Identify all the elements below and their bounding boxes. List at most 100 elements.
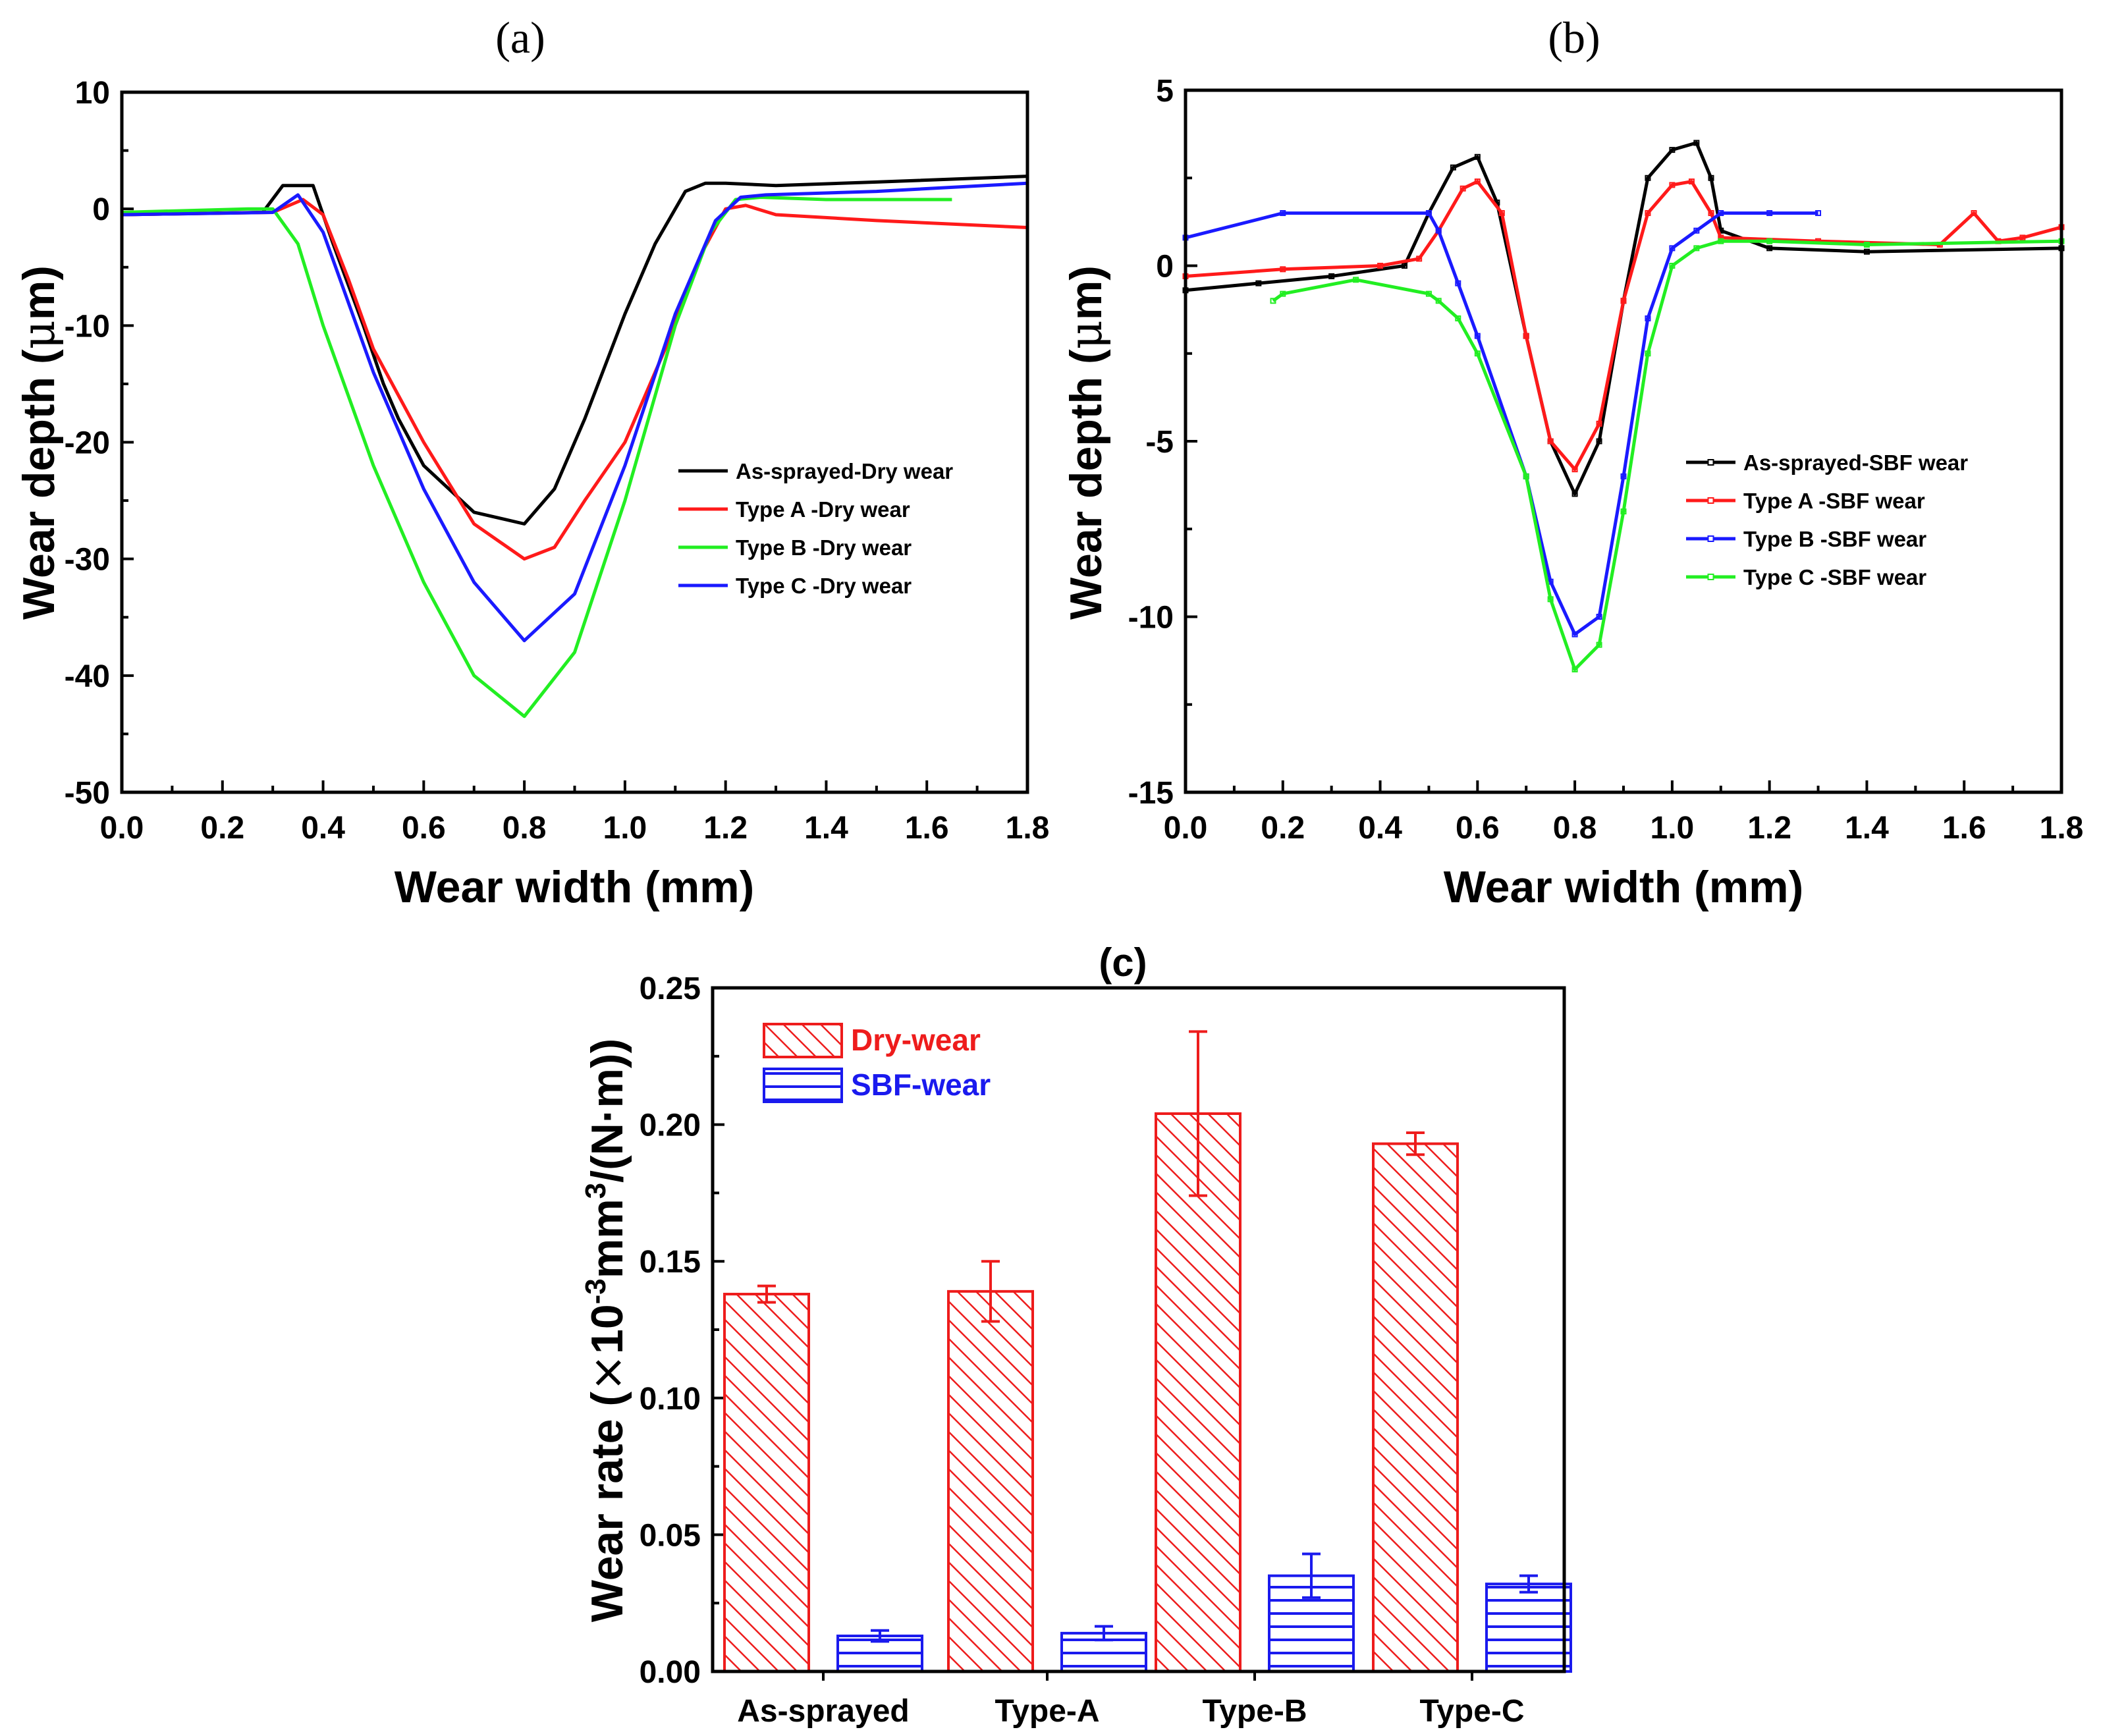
- panel-b-series-marker: [1474, 153, 1481, 160]
- panel-a-xtick-label: 0.0: [100, 811, 144, 846]
- legend-sbf-swatch: [763, 1068, 843, 1103]
- dry-wear-bar: [1155, 1112, 1242, 1673]
- panel-c-ytick-label: 0.15: [640, 1245, 701, 1280]
- panel-b: (b) 0.0 0.2 0.4 0.6 0.8 1.0 1.2 1.4 1.6 1.8 5 0 -5 -1…: [1060, 13, 2083, 912]
- panel-b-frame: [1184, 88, 2063, 794]
- panel-b-xtick-label: 1.6: [1942, 811, 1986, 846]
- sbf-wear-bar: [1485, 1583, 1572, 1673]
- panel-c-category-label: Type-C: [1419, 1694, 1524, 1729]
- panel-c-ylabel: Wear rate (×10-3mm3/(N·m)): [580, 1039, 634, 1622]
- panel-b-label: (b): [1548, 13, 1600, 63]
- panel-a-ytick-label: -10: [65, 309, 110, 344]
- panel-c-ytick-label: 0.05: [640, 1518, 701, 1553]
- panel-b-series-marker: [1596, 641, 1602, 648]
- panel-c-ytick-label: 0.00: [640, 1655, 701, 1690]
- panel-b-legend-label: Type C -SBF wear: [1743, 565, 1926, 589]
- panel-b-xtick-label: 0.4: [1358, 811, 1402, 846]
- panel-b-series-marker: [1571, 466, 1578, 473]
- panel-b-series-marker: [1708, 175, 1714, 181]
- panel-c-category-label: Type-B: [1202, 1694, 1307, 1729]
- panel-a-legend-label: As-sprayed-Dry wear: [736, 459, 953, 483]
- panel-a-ytick-label: -30: [65, 543, 110, 578]
- legend-sbf-label: SBF-wear: [851, 1068, 991, 1102]
- panel-c-ytick-label: 0.25: [640, 971, 701, 1006]
- panel-a-legend-label: Type C -Dry wear: [736, 574, 912, 598]
- panel-b-series-marker: [1435, 227, 1442, 234]
- panel-b-series-marker: [1596, 420, 1602, 427]
- panel-b-series-marker: [1474, 178, 1481, 185]
- panel-b-series-marker: [1669, 263, 1676, 269]
- panel-b-series-line: [1185, 211, 1818, 636]
- panel-b-xtick-label: 0.8: [1553, 811, 1597, 846]
- panel-a-xlabel: Wear width (mm): [395, 862, 755, 912]
- panel-b-series-marker: [1688, 178, 1695, 185]
- panel-b-series-marker: [1498, 210, 1505, 217]
- panel-b-series-marker: [1425, 290, 1432, 297]
- panel-b-series-marker: [1863, 248, 1870, 255]
- panel-b-series-line: [1185, 180, 2062, 472]
- panel-a-xtick-label: 0.8: [503, 811, 547, 846]
- panel-a-frame: [120, 90, 1029, 794]
- panel-b-series-marker: [1416, 256, 1423, 262]
- panel-b-series-marker: [1571, 491, 1578, 497]
- panel-b-series-marker: [1523, 473, 1529, 479]
- panel-b-legend-marker: [1707, 535, 1714, 542]
- panel-a: (a) 0.0 0.2 0.4 0.6 0.8 1.0 1.2 1.4 1.6 1.8 10 0 -10…: [13, 13, 1049, 912]
- panel-b-series-marker: [1474, 350, 1481, 357]
- panel-b-legend-marker: [1707, 459, 1714, 466]
- panel-a-xtick-label: 1.4: [804, 811, 848, 846]
- panel-b-series-marker: [1353, 277, 1359, 283]
- panel-b-xtick-label: 1.2: [1747, 811, 1791, 846]
- panel-b-series-marker: [1766, 238, 1773, 244]
- panel-a-legend-label: Type B -Dry wear: [736, 535, 912, 560]
- panel-a-plot: 0.0 0.2 0.4 0.6 0.8 1.0 1.2 1.4 1.6 1.8 10 0 -10 -20 -…: [65, 76, 1050, 846]
- panel-b-xtick-label: 1.0: [1651, 811, 1695, 846]
- panel-b-series-marker: [1693, 227, 1700, 234]
- panel-b-xtick-label: 0.6: [1456, 811, 1500, 846]
- panel-b-series-marker: [1645, 210, 1651, 217]
- panel-b-xtick-label: 1.4: [1845, 811, 1889, 846]
- panel-b-ytick-label: -5: [1145, 425, 1174, 460]
- panel-b-series-marker: [1620, 298, 1627, 304]
- panel-c-label: (c): [1099, 940, 1147, 985]
- panel-a-xtick-label: 1.2: [703, 811, 748, 846]
- panel-b-series-marker: [1455, 315, 1461, 321]
- panel-b-series-marker: [1547, 438, 1554, 445]
- panel-a-ytick-label: -50: [65, 776, 110, 811]
- panel-c-plot: 0.00 0.05 0.10 0.15 0.20 0.25 As-sprayed Type-A…: [640, 971, 1572, 1729]
- dry-wear-bar: [723, 1293, 810, 1673]
- legend-dry-swatch: [763, 1023, 843, 1058]
- panel-b-ytick-label: -10: [1128, 601, 1174, 636]
- panel-b-legend-label: As-sprayed-SBF wear: [1743, 450, 1968, 475]
- panel-b-series-marker: [1571, 666, 1578, 672]
- panel-b-series-marker: [1402, 263, 1407, 269]
- panel-a-ytick-label: 10: [75, 76, 110, 111]
- panel-a-series-line: [121, 198, 1028, 561]
- panel-a-xtick-label: 1.8: [1006, 811, 1050, 846]
- panel-a-series-line: [121, 175, 1028, 526]
- legend-dry-label: Dry-wear: [851, 1023, 981, 1057]
- panel-c-category-label: Type-A: [995, 1694, 1099, 1729]
- panel-b-legend: As-sprayed-SBF wear Type A -SBF wear Type …: [1686, 450, 1968, 589]
- panel-b-series-marker: [1596, 614, 1602, 620]
- panel-b-series-marker: [1815, 210, 1822, 217]
- panel-b-series-marker: [1255, 280, 1262, 286]
- panel-b-series-marker: [1971, 210, 1977, 217]
- panel-b-ylabel: Wear depth (μm): [1060, 265, 1112, 620]
- panel-b-series-marker: [1766, 245, 1773, 252]
- panel-c-ytick-label: 0.20: [640, 1108, 701, 1143]
- panel-b-series-marker: [1669, 147, 1676, 153]
- panel-b-series-marker: [1328, 273, 1335, 279]
- panel-b-legend-label: Type A -SBF wear: [1743, 489, 1925, 513]
- panel-b-ytick-label: -15: [1128, 776, 1174, 811]
- panel-b-series-line: [1185, 141, 2062, 496]
- panel-b-xtick-label: 0.2: [1261, 811, 1305, 846]
- panel-a-ytick-label: -40: [65, 659, 110, 694]
- panel-b-xtick-label: 1.8: [2040, 811, 2084, 846]
- panel-b-series-marker: [1718, 210, 1724, 217]
- panel-a-xtick-label: 0.6: [402, 811, 446, 846]
- panel-b-series-marker: [1377, 263, 1384, 269]
- panel-b-series-marker: [1435, 298, 1442, 304]
- panel-c-legend: Dry-wear SBF-wear: [763, 1023, 991, 1103]
